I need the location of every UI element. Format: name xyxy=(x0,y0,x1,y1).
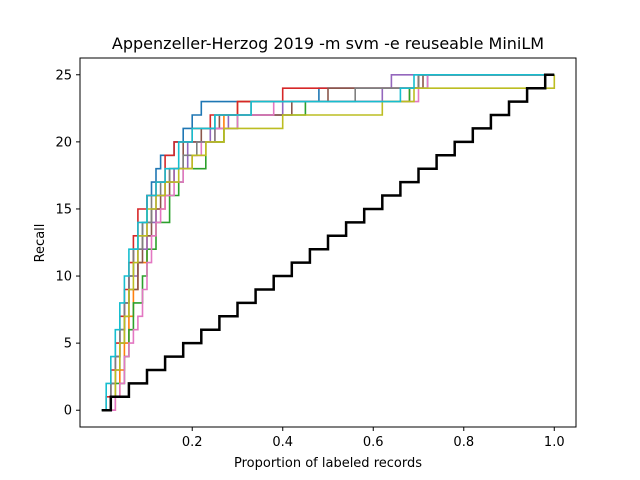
series-layer xyxy=(101,73,556,412)
y-tick-label: 5 xyxy=(64,337,72,352)
x-axis-label: Proportion of labeled records xyxy=(234,456,422,471)
x-axis: 0.2 0.4 0.6 0.8 1.0 xyxy=(182,427,565,450)
y-axis-label: Recall xyxy=(33,224,48,263)
y-tick-label: 15 xyxy=(55,202,72,217)
x-tick-label: 1.0 xyxy=(544,435,565,450)
y-axis: 0 5 10 15 20 25 xyxy=(55,68,80,419)
chart-title: Appenzeller-Herzog 2019 -m svm -e reusea… xyxy=(112,34,544,53)
axes-frame xyxy=(79,57,577,428)
x-tick-label: 0.4 xyxy=(272,435,293,450)
series-line-7 xyxy=(101,74,555,411)
y-tick-label: 20 xyxy=(55,135,72,150)
x-tick-label: 0.2 xyxy=(182,435,203,450)
baseline-series-line xyxy=(101,73,555,412)
x-tick-label: 0.6 xyxy=(363,435,384,450)
y-tick-label: 10 xyxy=(55,270,72,285)
x-tick-label: 0.8 xyxy=(453,435,474,450)
y-tick-label: 25 xyxy=(55,68,72,83)
series-line-10 xyxy=(101,74,555,411)
y-tick-label: 0 xyxy=(64,404,72,419)
